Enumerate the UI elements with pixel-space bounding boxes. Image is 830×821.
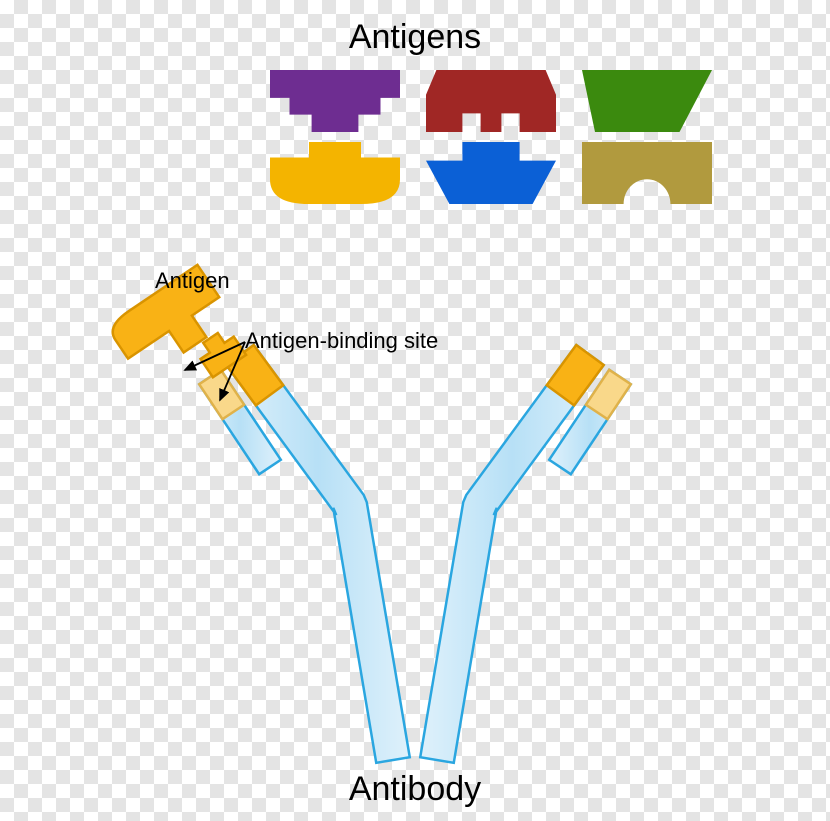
label-binding-site: Antigen-binding site (245, 328, 438, 354)
antigen-shape (270, 70, 400, 132)
antigen-grid (270, 70, 712, 204)
title-antibody: Antibody (0, 770, 830, 809)
antigen-shape (582, 142, 712, 204)
diagram-canvas: Antigens Antibody Antigen Antigen-bindin… (0, 0, 830, 821)
antigen-shape (270, 142, 400, 204)
title-antigens: Antigens (0, 18, 830, 57)
antigen-shape (426, 142, 556, 204)
antigen-shape (582, 70, 712, 132)
label-antigen: Antigen (155, 268, 230, 294)
diagram-svg (0, 0, 830, 821)
antigen-shape (426, 70, 556, 132)
